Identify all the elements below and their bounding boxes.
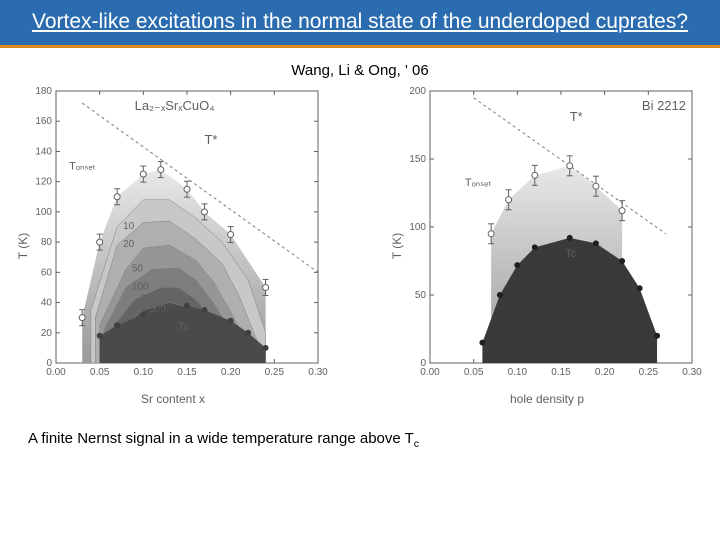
svg-text:0.10: 0.10	[508, 367, 528, 378]
svg-text:0.05: 0.05	[90, 367, 110, 378]
svg-text:0.30: 0.30	[682, 367, 702, 378]
svg-text:100: 100	[409, 222, 426, 233]
svg-text:0.00: 0.00	[420, 367, 440, 378]
title-underline	[0, 45, 720, 48]
svg-text:Tc: Tc	[178, 321, 190, 333]
svg-text:Tₒₙₛₑₜ: Tₒₙₛₑₜ	[69, 161, 96, 173]
svg-text:50: 50	[415, 290, 427, 301]
chart-right-xlabel: hole density p	[392, 392, 702, 406]
svg-text:140: 140	[35, 147, 52, 158]
svg-text:0.20: 0.20	[221, 367, 241, 378]
svg-text:50: 50	[132, 264, 144, 275]
svg-text:60: 60	[41, 268, 53, 279]
svg-text:180: 180	[35, 86, 52, 97]
chart-left-wrap: T (K) 0204060801001201401601800.000.050.…	[18, 85, 328, 406]
svg-text:T*: T*	[204, 132, 217, 147]
svg-text:80: 80	[41, 237, 53, 248]
chart-left: 0204060801001201401601800.000.050.100.15…	[18, 85, 328, 385]
svg-text:200: 200	[141, 294, 158, 305]
svg-text:0.00: 0.00	[46, 367, 66, 378]
chart-right: 0501001502000.000.050.100.150.200.250.30…	[392, 85, 702, 385]
svg-text:0.20: 0.20	[595, 367, 615, 378]
chart-left-xlabel: Sr content x	[18, 392, 328, 406]
svg-text:150: 150	[409, 154, 426, 165]
svg-text:0.25: 0.25	[265, 367, 285, 378]
svg-text:40: 40	[41, 298, 53, 309]
svg-text:200: 200	[409, 86, 426, 97]
svg-text:Tc: Tc	[565, 248, 577, 260]
svg-text:160: 160	[35, 117, 52, 128]
svg-text:100: 100	[132, 282, 149, 293]
caption-sub: c	[414, 438, 419, 450]
svg-text:Tₒₙₛₑₜ: Tₒₙₛₑₜ	[465, 177, 492, 189]
svg-text:500: 500	[149, 304, 166, 315]
chart-left-ylabel: T (K)	[16, 233, 30, 259]
svg-text:20: 20	[41, 328, 53, 339]
chart-right-wrap: T (K) 0501001502000.000.050.100.150.200.…	[392, 85, 702, 406]
svg-text:0.15: 0.15	[551, 367, 571, 378]
svg-text:100: 100	[35, 207, 52, 218]
svg-text:10: 10	[123, 221, 135, 232]
charts-row: T (K) 0204060801001201401601800.000.050.…	[0, 85, 720, 406]
slide-title: Vortex-like excitations in the normal st…	[0, 0, 720, 45]
svg-text:T*: T*	[570, 109, 583, 124]
svg-text:20: 20	[123, 239, 135, 250]
svg-text:La₂₋ₓSrₓCuO₄: La₂₋ₓSrₓCuO₄	[135, 98, 215, 113]
svg-text:Bi 2212: Bi 2212	[642, 98, 686, 113]
svg-text:0.25: 0.25	[639, 367, 659, 378]
svg-text:0.15: 0.15	[177, 367, 197, 378]
svg-text:0.30: 0.30	[308, 367, 328, 378]
chart-right-ylabel: T (K)	[390, 233, 404, 259]
svg-text:120: 120	[35, 177, 52, 188]
svg-text:0.10: 0.10	[134, 367, 154, 378]
caption-text: A finite Nernst signal in a wide tempera…	[0, 430, 720, 450]
caption-prefix: A finite Nernst signal in a wide tempera…	[28, 430, 414, 447]
svg-text:0.05: 0.05	[464, 367, 484, 378]
citation-text: Wang, Li & Ong, ' 06	[0, 62, 720, 79]
